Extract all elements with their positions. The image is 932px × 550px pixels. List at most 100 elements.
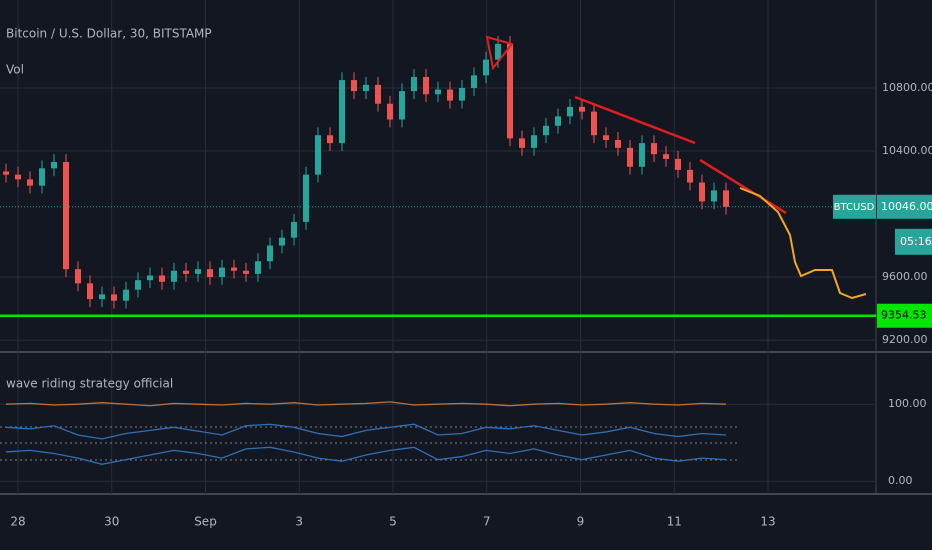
indicator-line [5, 423, 727, 440]
candle-body [567, 106, 573, 117]
indicator-title: wave riding strategy official [6, 377, 173, 391]
x-tick-label: 30 [104, 515, 119, 529]
x-tick-label: Sep [194, 515, 217, 529]
candle-body [39, 168, 45, 186]
trend-line [699, 158, 787, 215]
candle-body [111, 294, 117, 301]
symbol-title: Bitcoin / U.S. Dollar, 30, BITSTAMP [6, 27, 212, 41]
candle-body [507, 43, 513, 139]
candle-body [3, 171, 9, 175]
candle-body [147, 275, 153, 281]
candle-body [675, 158, 681, 170]
x-tick-label: 11 [667, 515, 682, 529]
candle-body [135, 280, 141, 290]
candle-body [243, 270, 249, 274]
countdown-label: 05:16 [900, 235, 932, 248]
candle-body [171, 270, 177, 282]
candle-body [255, 261, 261, 274]
candle-body [27, 179, 33, 186]
level-label: 9354.53 [881, 309, 927, 322]
candle-body [435, 89, 441, 95]
candle-body [651, 143, 657, 155]
candle-body [63, 162, 69, 270]
symbol-box [833, 194, 876, 219]
candle-body [315, 135, 321, 175]
candle-body [159, 275, 165, 282]
axis-labels: 9200.00 9600.00 10400.00 10800.00 28 30 Sep 3 5 7… [10, 81, 932, 529]
candle-body [711, 190, 717, 202]
triangle-drawing [485, 35, 514, 71]
candle-body [231, 267, 237, 271]
candle-body [519, 138, 525, 148]
candle-body [51, 162, 57, 169]
x-tick-label: 13 [760, 515, 775, 529]
y-tick-label: 100.00 [888, 397, 927, 410]
candle-body [351, 80, 357, 92]
candle-body [483, 59, 489, 76]
candle-body [375, 84, 381, 104]
volume-label: Vol [6, 63, 24, 77]
candle-body [87, 283, 93, 300]
x-tick-label: 7 [483, 515, 491, 529]
candle-body [471, 75, 477, 88]
candle-body [327, 135, 333, 144]
symbol-label: BTCUSD [834, 202, 875, 213]
candle-body [387, 103, 393, 120]
x-tick-label: 28 [10, 515, 25, 529]
candle-body [543, 125, 549, 136]
candle-body [219, 267, 225, 278]
candle-body [495, 43, 501, 60]
candle-body [267, 245, 273, 262]
candle-body [207, 269, 213, 278]
candle-body [699, 182, 705, 202]
candle-body [303, 174, 309, 222]
candle-body [411, 76, 417, 92]
drawings [485, 35, 867, 300]
candle-body [99, 294, 105, 300]
y-tick-label: 0.00 [888, 474, 913, 487]
candle-body [639, 143, 645, 167]
candle-body [447, 89, 453, 101]
projection-path [739, 187, 867, 300]
indicator-line [5, 446, 727, 465]
candle-body [423, 76, 429, 95]
y-tick-label: 10400.00 [882, 144, 932, 157]
x-tick-label: 5 [389, 515, 397, 529]
candle-body [615, 139, 621, 148]
candle-body [627, 147, 633, 167]
candle-body [195, 269, 201, 274]
candle-body [183, 270, 189, 274]
indicator-line [5, 401, 727, 407]
candle-body [75, 269, 81, 284]
candle-body [555, 116, 561, 126]
indicator [0, 401, 876, 482]
countdown-box [895, 228, 932, 255]
y-tick-label: 10800.00 [882, 81, 932, 94]
candle-body [363, 84, 369, 92]
grid [0, 0, 876, 494]
candle-body [723, 190, 729, 207]
candles [0, 35, 876, 317]
candle-body [591, 111, 597, 136]
last-price-box [877, 194, 932, 219]
candle-body [123, 289, 129, 301]
x-tick-label: 3 [295, 515, 303, 529]
candle-body [399, 91, 405, 120]
candle-body [603, 135, 609, 140]
candle-body [687, 169, 693, 183]
candle-body [279, 237, 285, 246]
candle-body [15, 174, 21, 180]
y-tick-label: 9600.00 [882, 270, 928, 283]
last-price-label: 10046.00 [881, 200, 932, 213]
y-tick-label: 9200.00 [882, 333, 928, 346]
candle-body [579, 106, 585, 112]
candle-body [459, 87, 465, 101]
level-box [877, 303, 932, 328]
candle-body [339, 80, 345, 144]
x-tick-label: 9 [577, 515, 585, 529]
trend-line [574, 95, 696, 145]
candle-body [531, 135, 537, 148]
candle-body [291, 221, 297, 238]
